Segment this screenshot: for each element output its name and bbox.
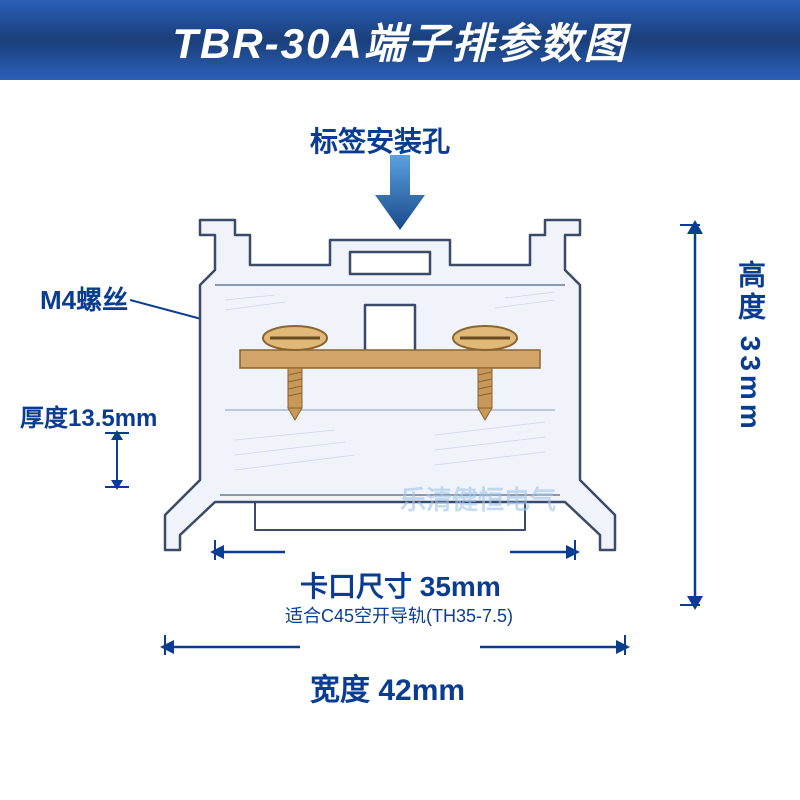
dim-width: [160, 635, 630, 665]
label-slot-note: 适合C45空开导轨(TH35-7.5): [285, 602, 513, 628]
watermark-text: 乐清健恒电气: [400, 480, 556, 517]
dim-thickness: [105, 430, 135, 490]
dim-slot: [210, 540, 580, 570]
label-thickness: 厚度13.5mm: [20, 398, 157, 433]
page-title: TBR-30A端子排参数图: [172, 10, 627, 71]
label-screw: M4螺丝: [40, 280, 128, 317]
dim-height: [680, 220, 720, 610]
label-tag-hole: 标签安装孔: [310, 120, 450, 160]
label-slot: 卡口尺寸 35mm: [300, 565, 501, 605]
title-bar: TBR-30A端子排参数图: [0, 0, 800, 80]
label-height: 高度 33mm: [730, 260, 770, 433]
diagram-canvas: 标签安装孔 M4螺丝 厚度13.5mm: [0, 80, 800, 800]
label-width: 宽度 42mm: [310, 665, 465, 709]
